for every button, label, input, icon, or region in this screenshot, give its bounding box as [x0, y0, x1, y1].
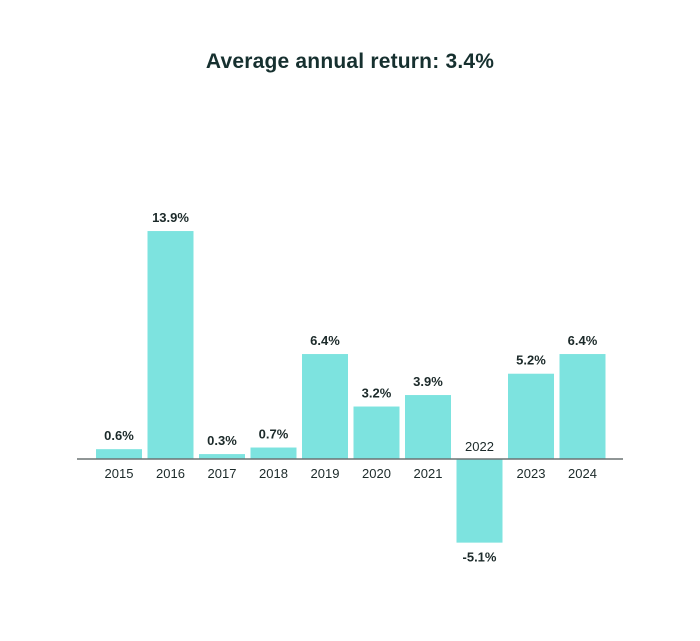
x-tick-label: 2018	[259, 466, 288, 481]
bar-2020	[353, 406, 400, 459]
data-label: 13.9%	[152, 210, 189, 225]
data-label: 6.4%	[310, 333, 340, 348]
data-label: 0.3%	[207, 433, 237, 448]
x-tick-label: 2021	[414, 466, 443, 481]
bar-2019	[302, 354, 348, 459]
bar-2017	[199, 454, 245, 459]
bar-2024	[559, 354, 606, 459]
x-tick-label: 2022	[465, 439, 494, 454]
data-label: 5.2%	[516, 353, 546, 368]
data-label: -5.1%	[463, 550, 497, 565]
bar-2023	[508, 373, 554, 459]
x-tick-label: 2016	[156, 466, 185, 481]
data-label: 3.2%	[362, 386, 392, 401]
labels-group: 2015 0.6% 2016 13.9% 2017 0.3% 2018 0.7% 2019 6.4…	[104, 210, 598, 565]
x-tick-label: 2015	[105, 466, 134, 481]
bar-2015	[96, 449, 142, 459]
bars-group	[96, 231, 606, 543]
x-tick-label: 2023	[517, 466, 546, 481]
data-label: 0.7%	[259, 427, 289, 442]
data-label: 0.6%	[104, 428, 134, 443]
bar-2018	[250, 447, 297, 459]
x-tick-label: 2019	[311, 466, 340, 481]
bar-2021	[405, 395, 451, 459]
x-tick-label: 2020	[362, 466, 391, 481]
x-tick-label: 2024	[568, 466, 597, 481]
bar-2022	[456, 459, 503, 543]
data-label: 6.4%	[568, 333, 598, 348]
chart-title: Average annual return: 3.4%	[205, 50, 495, 73]
data-label: 3.9%	[413, 374, 443, 389]
x-tick-label: 2017	[208, 466, 237, 481]
bar-2016	[147, 231, 194, 459]
